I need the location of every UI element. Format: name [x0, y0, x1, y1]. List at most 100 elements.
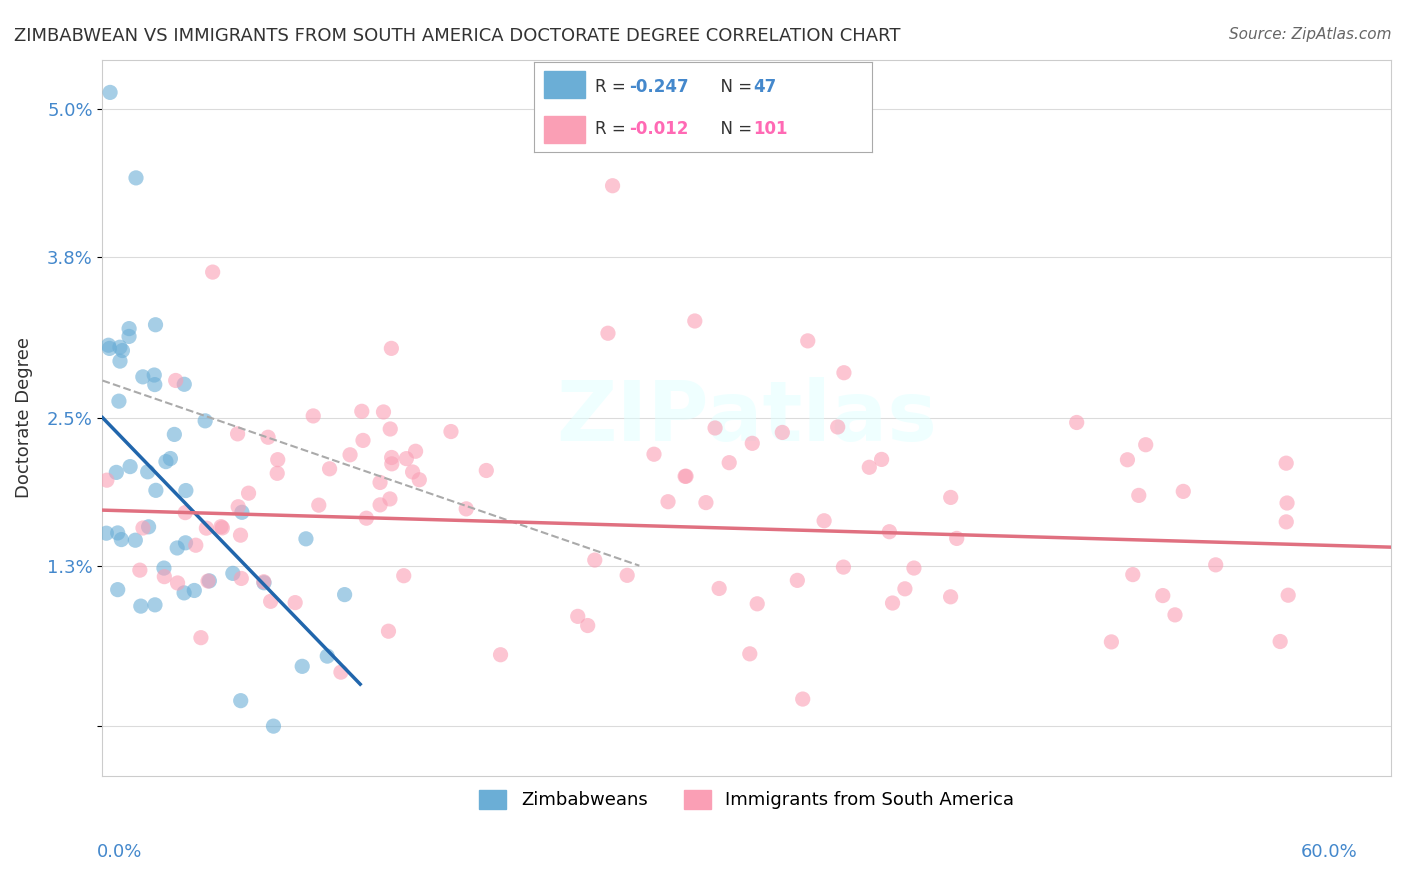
Immigrants from South America [226, 426, 249, 441]
Zimbabweans [153, 561, 176, 575]
Zimbabweans [173, 586, 195, 600]
Text: 60.0%: 60.0% [1301, 843, 1357, 861]
Immigrants from South America [567, 609, 589, 624]
Immigrants from South America [257, 430, 280, 444]
Immigrants from South America [903, 561, 925, 575]
Immigrants from South America [308, 498, 330, 512]
Zimbabweans [108, 394, 131, 409]
Immigrants from South America [1116, 452, 1139, 467]
Immigrants from South America [128, 563, 150, 577]
Immigrants from South America [378, 491, 401, 506]
Immigrants from South America [211, 521, 233, 535]
Immigrants from South America [231, 571, 253, 585]
Immigrants from South America [201, 265, 224, 279]
Immigrants from South America [408, 473, 430, 487]
Zimbabweans [107, 525, 129, 540]
Immigrants from South America [832, 560, 855, 574]
Immigrants from South America [284, 596, 307, 610]
Text: N =: N = [710, 120, 756, 138]
Immigrants from South America [673, 469, 696, 483]
Immigrants from South America [238, 486, 260, 500]
Zimbabweans [143, 377, 166, 392]
Immigrants from South America [747, 597, 769, 611]
Bar [544, 116, 585, 143]
Immigrants from South America [392, 568, 415, 582]
Immigrants from South America [166, 576, 188, 591]
Zimbabweans [253, 575, 276, 590]
Immigrants from South America [184, 538, 207, 552]
Immigrants from South America [741, 436, 763, 450]
Immigrants from South America [356, 511, 378, 525]
Zimbabweans [125, 170, 148, 185]
Text: 101: 101 [754, 120, 789, 138]
Immigrants from South America [350, 404, 373, 418]
Zimbabweans [98, 342, 121, 356]
Immigrants from South America [132, 521, 155, 535]
Immigrants from South America [939, 590, 962, 604]
Immigrants from South America [1268, 634, 1291, 648]
Immigrants from South America [894, 582, 917, 596]
Immigrants from South America [1275, 496, 1298, 510]
Immigrants from South America [1277, 588, 1299, 602]
Zimbabweans [155, 455, 177, 469]
Text: N =: N = [710, 78, 756, 95]
Immigrants from South America [1122, 567, 1144, 582]
Immigrants from South America [832, 366, 855, 380]
Immigrants from South America [368, 475, 391, 490]
Immigrants from South America [707, 582, 730, 596]
Immigrants from South America [380, 422, 402, 436]
Zimbabweans [295, 532, 318, 546]
Zimbabweans [108, 340, 131, 354]
Zimbabweans [194, 414, 217, 428]
Immigrants from South America [373, 405, 395, 419]
Immigrants from South America [786, 574, 808, 588]
Immigrants from South America [339, 448, 361, 462]
Immigrants from South America [253, 574, 276, 589]
Immigrants from South America [475, 463, 498, 477]
Text: R =: R = [595, 120, 631, 138]
Immigrants from South America [695, 495, 717, 509]
Immigrants from South America [792, 692, 814, 706]
Immigrants from South America [602, 178, 624, 193]
Immigrants from South America [1128, 488, 1150, 502]
Immigrants from South America [190, 631, 212, 645]
Immigrants from South America [401, 465, 423, 479]
Zimbabweans [105, 466, 128, 480]
Zimbabweans [110, 533, 132, 547]
Immigrants from South America [377, 624, 399, 639]
Text: -0.012: -0.012 [628, 120, 688, 138]
Immigrants from South America [368, 498, 391, 512]
Zimbabweans [107, 582, 129, 597]
Zimbabweans [136, 465, 159, 479]
Immigrants from South America [657, 494, 679, 508]
Zimbabweans [96, 526, 118, 541]
Immigrants from South America [675, 469, 697, 483]
Immigrants from South America [229, 528, 252, 542]
Immigrants from South America [165, 374, 187, 388]
Immigrants from South America [583, 553, 606, 567]
Immigrants from South America [939, 491, 962, 505]
Text: 47: 47 [754, 78, 778, 95]
Immigrants from South America [882, 596, 904, 610]
Immigrants from South America [381, 457, 404, 471]
Zimbabweans [118, 329, 141, 343]
Zimbabweans [222, 566, 245, 581]
Immigrants from South America [827, 420, 849, 434]
Immigrants from South America [1152, 589, 1174, 603]
Immigrants from South America [616, 568, 638, 582]
Zimbabweans [143, 368, 166, 382]
Zimbabweans [98, 86, 121, 100]
Immigrants from South America [197, 574, 219, 588]
Immigrants from South America [209, 519, 232, 533]
Legend: Zimbabweans, Immigrants from South America: Zimbabweans, Immigrants from South Ameri… [472, 783, 1021, 816]
Text: ZIPatlas: ZIPatlas [557, 377, 938, 458]
Zimbabweans [183, 583, 205, 598]
Immigrants from South America [380, 342, 402, 356]
Immigrants from South America [718, 456, 741, 470]
Zimbabweans [229, 693, 252, 707]
Immigrants from South America [195, 521, 218, 535]
Zimbabweans [231, 505, 253, 519]
Immigrants from South America [879, 524, 901, 539]
Immigrants from South America [395, 451, 418, 466]
Immigrants from South America [405, 444, 427, 458]
